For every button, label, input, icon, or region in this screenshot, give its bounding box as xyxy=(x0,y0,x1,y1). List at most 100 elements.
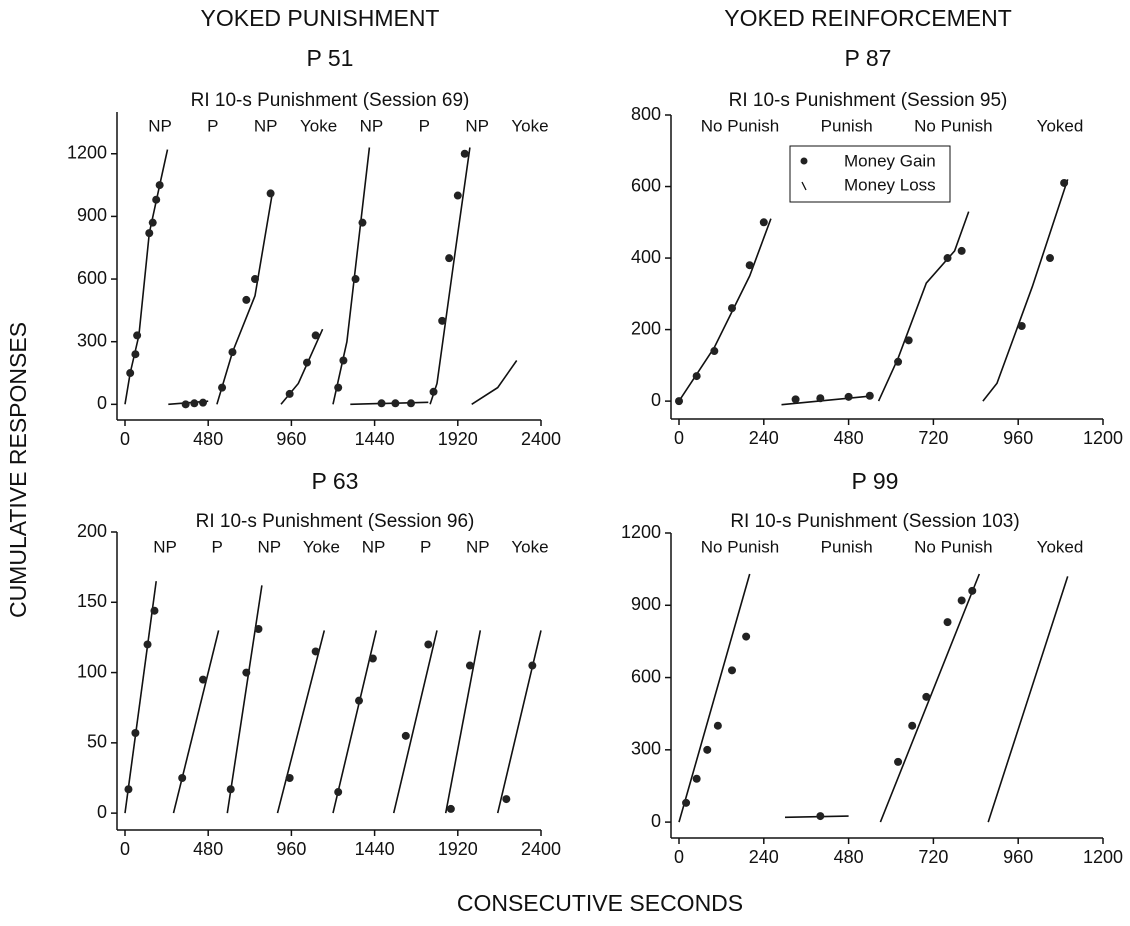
money-gain-point xyxy=(133,331,142,340)
money-gain-point xyxy=(377,399,386,408)
phase-label: NP xyxy=(466,537,490,556)
phase-label: NP xyxy=(257,537,281,556)
phase-label: Yoked xyxy=(1037,116,1084,135)
money-gain-point xyxy=(460,149,469,158)
phase-label: Yoke xyxy=(300,116,337,135)
phase-label: Punish xyxy=(821,116,873,135)
legend-label: Money Loss xyxy=(844,175,936,194)
y-tick-label: 1200 xyxy=(621,522,661,542)
panel-subtitle: RI 10-s Punishment (Session 69) xyxy=(191,90,470,111)
x-tick-label: 0 xyxy=(674,847,684,867)
money-gain-point xyxy=(339,356,348,365)
cumulative-record xyxy=(226,585,263,814)
x-tick-label: 1440 xyxy=(355,839,395,859)
cumulative-record xyxy=(332,147,371,405)
money-gain-point xyxy=(126,369,135,378)
column-heading: YOKED REINFORCEMENT xyxy=(724,5,1012,31)
x-tick-label: 480 xyxy=(193,839,223,859)
money-gain-point xyxy=(1017,322,1026,331)
money-gain-point xyxy=(682,798,691,807)
cumulative-record xyxy=(471,360,518,405)
x-axis-title: CONSECUTIVE SECONDS xyxy=(457,890,743,916)
money-gain-point xyxy=(285,773,294,782)
money-gain-point xyxy=(957,246,966,255)
x-tick-label: 240 xyxy=(749,428,779,448)
money-gain-point xyxy=(152,195,161,204)
money-gain-point xyxy=(199,398,207,407)
money-gain-point xyxy=(703,745,712,754)
money-gain-point xyxy=(759,218,768,227)
panel-title: P 99 xyxy=(852,468,899,494)
money-gain-point xyxy=(957,596,966,605)
phase-label: Yoked xyxy=(1037,537,1084,556)
phase-label: P xyxy=(207,116,218,135)
money-gain-point xyxy=(143,640,152,649)
x-tick-label: 240 xyxy=(749,847,779,867)
cumulative-record xyxy=(877,211,970,402)
cumulative-record xyxy=(216,193,274,405)
money-gain-point xyxy=(742,632,751,641)
money-gain-point xyxy=(943,254,952,263)
money-gain-point xyxy=(865,391,874,400)
money-gain-point xyxy=(148,218,157,227)
phase-label: P xyxy=(419,116,430,135)
x-tick-label: 720 xyxy=(918,847,948,867)
y-tick-label: 0 xyxy=(97,393,107,413)
money-gain-point xyxy=(355,696,363,705)
phase-label: No Punish xyxy=(701,537,779,556)
money-gain-point xyxy=(968,586,977,595)
y-tick-label: 200 xyxy=(631,318,661,338)
money-gain-point xyxy=(178,773,187,782)
cumulative-record xyxy=(444,630,482,814)
money-gain-point xyxy=(311,331,320,340)
x-tick-label: 0 xyxy=(674,428,684,448)
money-gain-point xyxy=(791,395,800,404)
money-gain-point xyxy=(218,383,227,392)
panel-title: P 51 xyxy=(307,45,354,71)
phase-label: NP xyxy=(153,537,177,556)
money-gain-point xyxy=(358,218,367,227)
money-gain-point xyxy=(145,229,154,238)
money-gain-point xyxy=(351,275,360,284)
y-tick-label: 300 xyxy=(631,739,661,759)
cumulative-record xyxy=(678,573,751,823)
cumulative-record xyxy=(350,401,429,406)
money-gain-point xyxy=(124,785,133,794)
cumulative-record xyxy=(332,630,378,814)
money-gain-point xyxy=(502,795,511,804)
money-gain-point xyxy=(816,812,825,821)
legend-label: Money Gain xyxy=(844,151,936,170)
panel-title: P 87 xyxy=(845,45,892,71)
cumulative-record xyxy=(276,630,326,814)
y-tick-label: 800 xyxy=(631,104,661,124)
x-tick-label: 1920 xyxy=(438,839,478,859)
money-gain-point xyxy=(242,295,251,304)
money-gain-point xyxy=(745,261,754,270)
x-tick-label: 480 xyxy=(834,428,864,448)
y-tick-label: 0 xyxy=(651,811,661,831)
cumulative-record xyxy=(124,149,169,405)
money-gain-point xyxy=(334,788,343,797)
money-gain-point xyxy=(303,358,311,367)
x-tick-label: 960 xyxy=(1003,847,1033,867)
x-tick-label: 960 xyxy=(276,429,306,449)
money-gain-point xyxy=(894,357,903,366)
panel-subtitle: RI 10-s Punishment (Session 103) xyxy=(730,511,1019,532)
money-gain-point xyxy=(904,336,913,345)
cumulative-record xyxy=(781,395,874,406)
money-gain-point xyxy=(391,399,400,408)
money-gain-point xyxy=(228,348,237,357)
money-gain-point xyxy=(254,624,263,633)
money-gain-point xyxy=(242,668,251,677)
x-tick-label: 1920 xyxy=(438,429,478,449)
money-gain-point xyxy=(334,383,343,392)
money-gain-point xyxy=(150,606,159,615)
money-gain-point xyxy=(528,661,537,670)
column-heading: YOKED PUNISHMENT xyxy=(201,5,440,31)
money-gain-point xyxy=(922,692,931,701)
y-tick-label: 600 xyxy=(77,268,107,288)
panel-title: P 63 xyxy=(312,468,359,494)
money-gain-point xyxy=(285,389,294,398)
